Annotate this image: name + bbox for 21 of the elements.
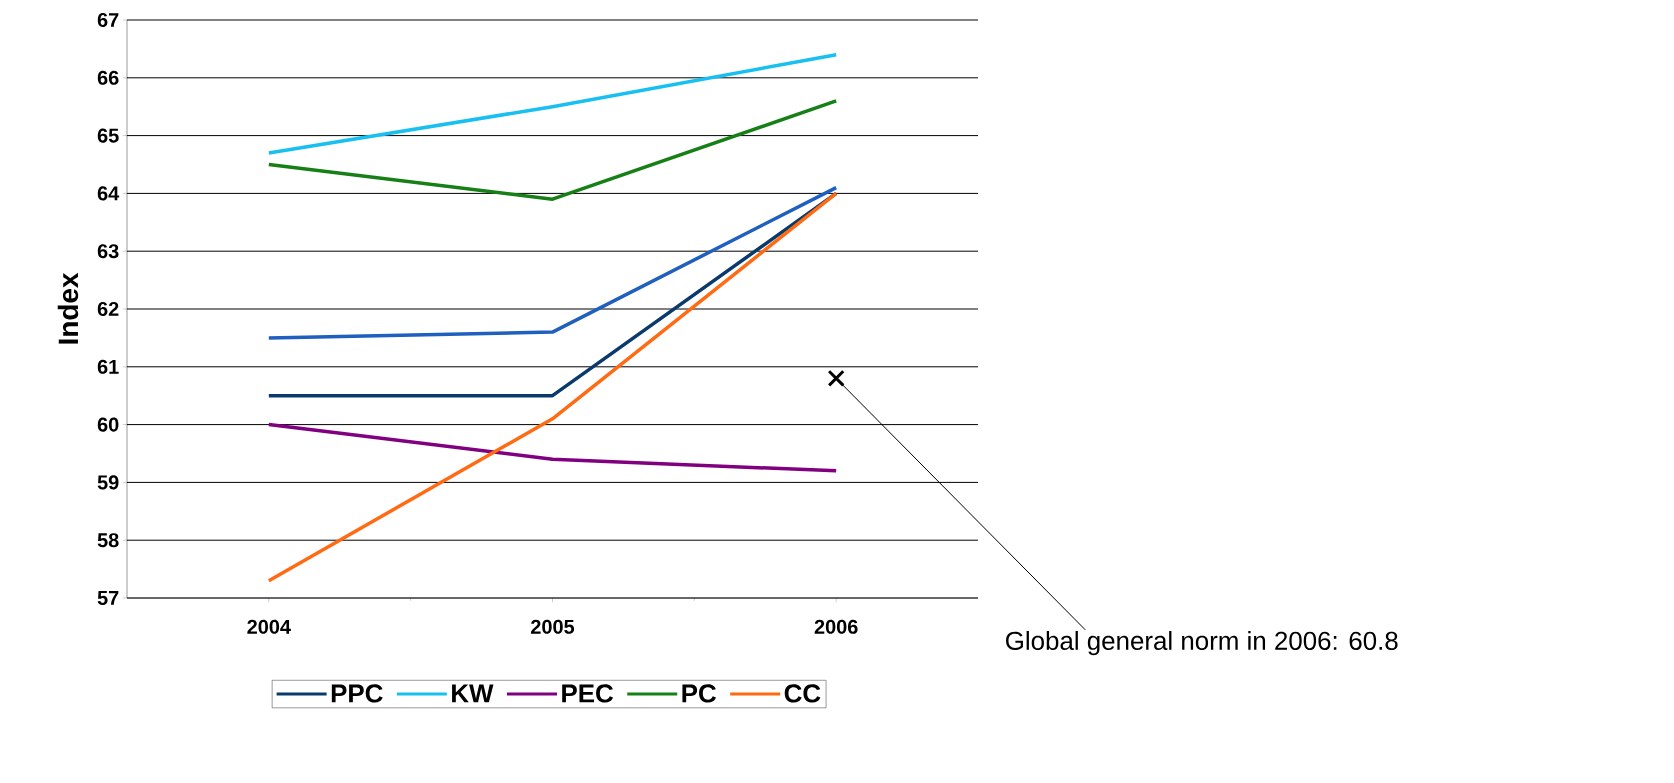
y-tick-label: 58 [97, 533, 119, 548]
y-tick-label: 62 [97, 301, 119, 317]
x-tick-label: 2005 [531, 619, 575, 634]
x-tick-label: 2004 [247, 619, 291, 634]
legend-label: PEC [562, 684, 614, 703]
y-axis-title: Index [57, 272, 79, 344]
y-tick-label: 64 [97, 186, 120, 201]
annotation: Global general norm in 2006: 60.8 [1006, 630, 1398, 656]
y-tick-label: 57 [97, 591, 119, 605]
legend-label: KW [452, 684, 494, 703]
y-tick-label: 63 [97, 244, 119, 259]
y-tick-label: 67 [97, 12, 119, 28]
y-tick-label: 60 [97, 417, 119, 432]
y-tick-label: 61 [97, 359, 119, 374]
legend-label: CC [784, 684, 821, 703]
x-tick-label: 2006 [814, 619, 858, 634]
y-tick-label: 66 [97, 70, 119, 85]
y-tick-label: 65 [97, 128, 119, 143]
legend-label: PC [682, 684, 716, 703]
legend-label: PPC [331, 684, 383, 703]
y-tick-label: 59 [97, 475, 119, 490]
